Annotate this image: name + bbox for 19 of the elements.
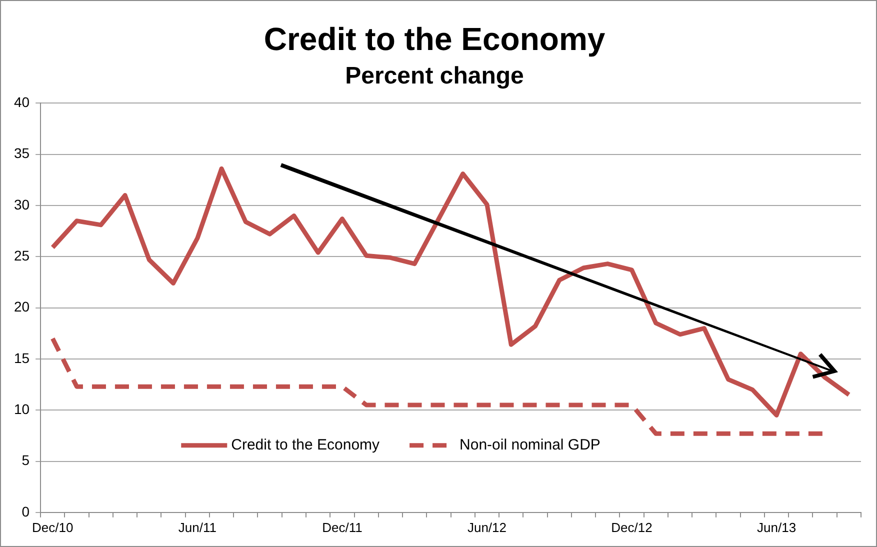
x-tick-label: Jun/12 <box>467 520 507 535</box>
y-tick-label: 40 <box>14 94 30 110</box>
y-tick-label: 35 <box>14 145 30 162</box>
x-tick-label: Dec/11 <box>322 520 362 535</box>
y-tick-label: 0 <box>22 503 30 520</box>
chart-title: Credit to the Economy <box>264 21 606 58</box>
y-tick-label: 5 <box>22 452 30 468</box>
y-tick-label: 30 <box>14 196 30 212</box>
chart-subtitle: Percent change <box>345 62 524 90</box>
x-tick-label: Jun/13 <box>757 520 796 535</box>
y-tick-label: 25 <box>14 248 30 264</box>
x-tick-label: Dec/10 <box>32 520 74 535</box>
y-tick-label: 10 <box>14 400 30 417</box>
y-tick-label: 15 <box>14 350 30 366</box>
x-tick-label: Jun/11 <box>178 520 216 535</box>
x-tick-label: Dec/12 <box>611 520 652 535</box>
legend-label: Non-oil nominal GDP <box>460 436 600 454</box>
y-tick-label: 20 <box>14 298 30 315</box>
legend-label: Credit to the Economy <box>231 436 380 454</box>
